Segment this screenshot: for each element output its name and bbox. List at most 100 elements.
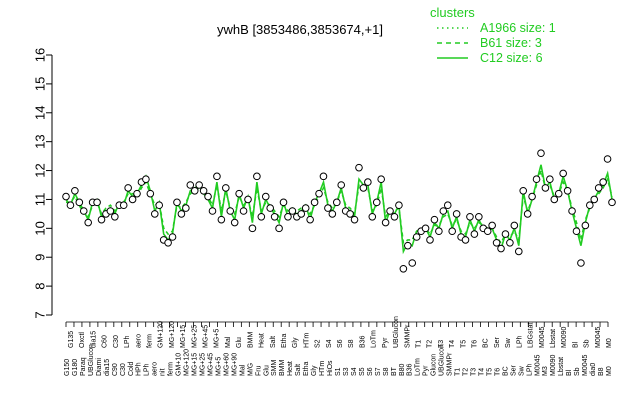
x-tick-label: Paraq	[80, 357, 87, 376]
x-tick-label: C90	[112, 363, 119, 376]
data-point	[541, 184, 550, 192]
data-point	[594, 184, 603, 192]
x-tick-label: Heat	[287, 361, 294, 376]
data-point	[435, 227, 443, 236]
data-point	[390, 212, 399, 221]
data-point	[66, 201, 75, 210]
x-tick-label: B36	[407, 363, 414, 376]
data-point	[79, 207, 88, 215]
x-tick-label: HPh	[136, 362, 143, 376]
data-point	[288, 207, 297, 215]
data-point	[155, 201, 164, 210]
x-tick-label: SMMPr	[447, 352, 454, 376]
data-point	[581, 221, 590, 230]
data-point	[275, 224, 283, 233]
x-tick-label: MG+45	[207, 353, 214, 376]
x-tick-label: Ser	[494, 336, 501, 348]
x-tick-label: Fru	[255, 365, 262, 376]
x-tick-label: T3	[438, 340, 445, 348]
x-tick-label: S3	[343, 367, 350, 376]
data-point	[519, 186, 528, 195]
data-point	[337, 181, 346, 189]
data-point	[443, 201, 452, 210]
data-point	[408, 259, 417, 267]
data-point	[412, 233, 421, 241]
data-point	[111, 212, 119, 221]
data-point	[426, 236, 434, 244]
x-tick-label: M0090	[561, 326, 568, 348]
x-tick-label: aero	[135, 334, 142, 348]
x-axis: G150 G180 Paraq UBGlucon Diami dia15 C90 C30 Col…	[64, 316, 613, 376]
x-tick-label: S8	[348, 339, 355, 348]
x-tick-label: Salt	[295, 364, 302, 376]
x-tick-label: MG+120	[169, 321, 176, 348]
data-point	[248, 224, 257, 233]
data-point	[208, 207, 217, 215]
data-point	[590, 195, 599, 204]
x-tick-label: Gly	[311, 365, 318, 376]
x-tick-label: UBGlucon	[88, 344, 95, 376]
data-point	[475, 212, 483, 221]
x-tick-label: Pyr	[382, 337, 389, 348]
data-point	[186, 181, 195, 189]
data-point	[514, 247, 523, 256]
x-tick-label: aero	[152, 362, 159, 376]
y-tick-label: 13	[33, 134, 48, 148]
data-point	[492, 238, 501, 247]
x-tick-label: G135	[68, 331, 75, 348]
x-tick-label: T5	[460, 340, 467, 348]
x-tick-label: MG+15	[180, 325, 187, 348]
x-tick-label: BT	[391, 366, 398, 376]
x-tick-label: SMM	[271, 360, 278, 377]
data-point	[510, 221, 519, 230]
x-tick-label: UBGlucon	[439, 344, 446, 376]
data-point	[599, 178, 607, 186]
data-point	[253, 172, 261, 181]
x-tick-label: T6	[494, 368, 501, 376]
x-tick-label: M0	[606, 338, 613, 348]
data-point	[119, 201, 128, 210]
data-point	[142, 175, 150, 184]
data-point	[404, 241, 412, 250]
data-point	[359, 184, 368, 192]
data-point	[235, 189, 243, 198]
x-tick-label: dia15	[90, 331, 97, 348]
y-tick-label: 7	[33, 311, 48, 318]
x-tick-label: S7	[375, 367, 382, 376]
data-point	[332, 198, 341, 207]
data-point	[523, 210, 532, 218]
data-point	[568, 207, 576, 215]
y-tick-label: 8	[33, 282, 48, 289]
x-tick-label: S4	[326, 339, 333, 348]
x-tick-label: S6	[337, 339, 344, 348]
y-axis: 7 8 9 10 11 12 13 14 15 16	[33, 48, 53, 319]
data-point	[182, 204, 190, 212]
data-point	[93, 198, 101, 207]
x-tick-label: Glucon	[431, 354, 438, 376]
data-point	[381, 218, 390, 227]
x-tick-label: GM+10	[176, 353, 183, 376]
data-point	[310, 198, 319, 207]
data-point	[421, 224, 430, 233]
data-point	[133, 189, 141, 198]
x-tick-label: Sb	[574, 367, 581, 376]
data-point	[372, 198, 381, 207]
data-point	[124, 184, 132, 192]
x-tick-label: Bl	[566, 369, 573, 376]
data-point	[483, 227, 492, 236]
x-tick-label: LPh	[144, 363, 151, 376]
x-tick-label: dia15	[104, 359, 111, 376]
x-tick-label: Glu	[263, 365, 270, 376]
data-point	[399, 264, 408, 273]
data-point	[84, 218, 92, 227]
x-tick-label: M0045	[582, 354, 589, 376]
x-tick-label: Heat	[259, 333, 266, 348]
x-tick-label: T5	[486, 368, 493, 376]
x-tick-label: S2	[315, 339, 322, 348]
x-tick-label: G150	[64, 359, 71, 376]
x-tick-label: Salt	[270, 336, 277, 348]
x-tick-label: MG+5	[214, 329, 221, 348]
x-tick-label: T4	[449, 340, 456, 348]
data-point	[377, 175, 385, 184]
